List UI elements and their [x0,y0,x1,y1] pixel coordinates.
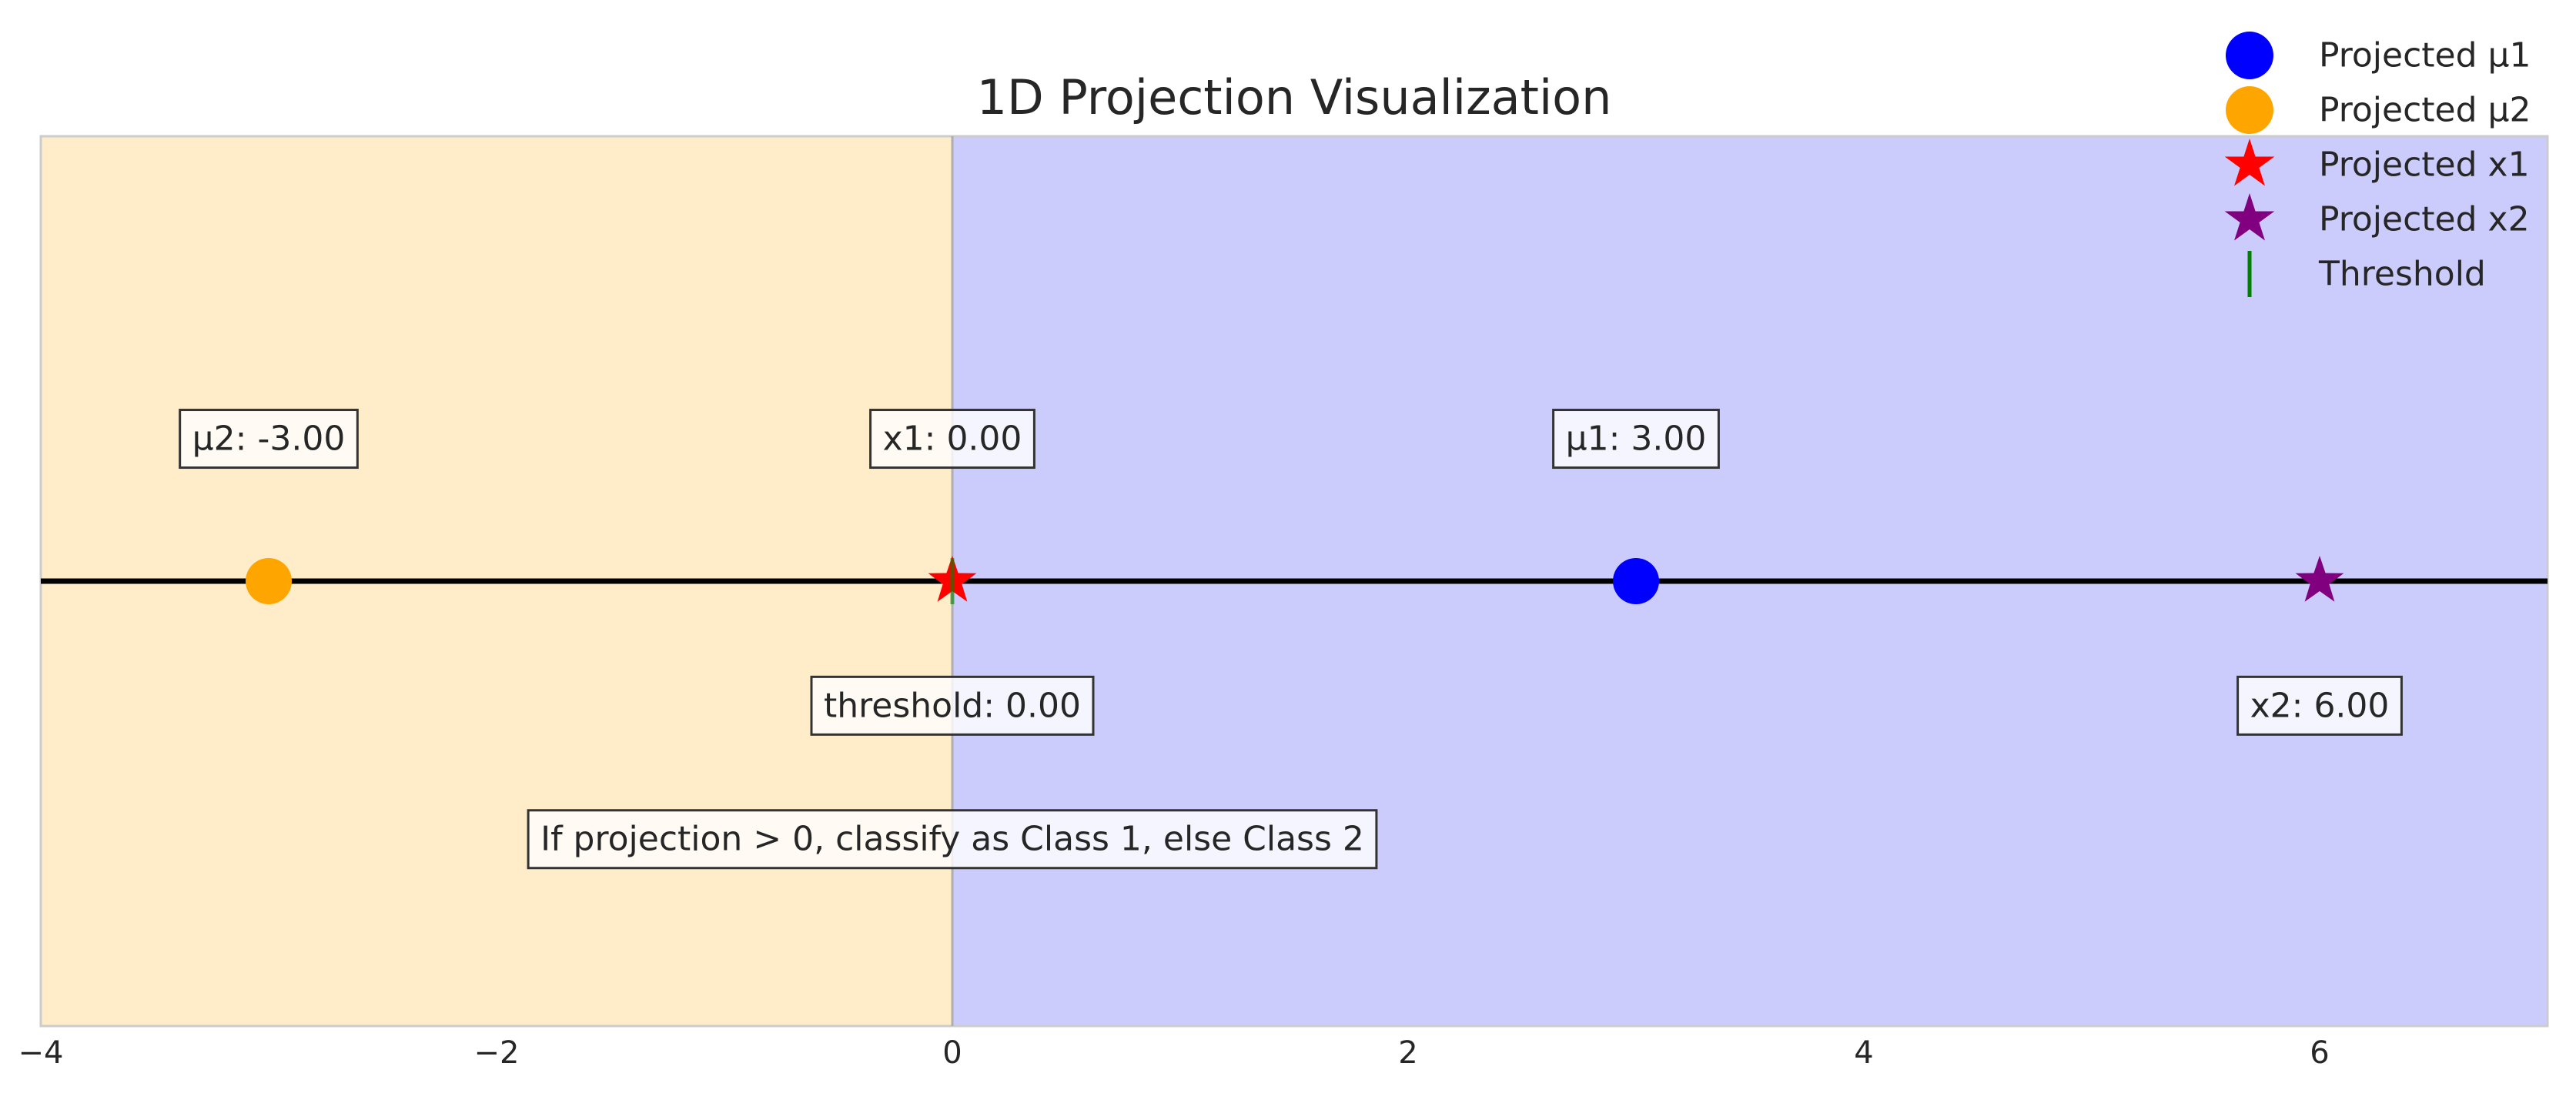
legend-item-projected-x1: Projected x1 [2224,139,2530,186]
legend-item-projected-x2: Projected x2 [2224,193,2530,241]
legend-label: Projected μ2 [2319,91,2531,130]
annotation-5: If projection > 0, classify as Class 1, … [527,809,1378,870]
annotation-box [1552,409,1720,470]
annotation-label: If projection > 0, classify as Class 1, … [540,820,1364,859]
annotation-box [810,675,1095,736]
legend-item-projected-mu1: Projected μ1 [2226,32,2531,79]
chart-title: 1D Projection Visualization [977,69,1612,125]
legend-label: Projected x1 [2319,145,2530,185]
legend-label: Projected μ1 [2319,36,2531,75]
annotation-label: μ1: 3.00 [1566,419,1707,459]
annotation-1: x1: 0.00 [869,409,1035,470]
legend-marker-star [2224,139,2275,186]
annotation-box [869,409,1035,470]
annotation-box [179,409,359,470]
annotation-label: threshold: 0.00 [824,686,1081,725]
legend: Projected μ1 Projected μ2 Projected x1 Proj… [2224,32,2531,297]
x-tick-label: 2 [1398,1035,1417,1071]
legend-marker-star [2224,193,2275,241]
x-tick-label: −4 [18,1035,64,1071]
x-tick-label: −2 [474,1035,520,1071]
annotation-label: x1: 0.00 [883,419,1022,459]
annotation-label: x2: 6.00 [2250,686,2390,725]
x-tick-label: 4 [1854,1035,1873,1071]
legend-marker-circle [2226,32,2273,79]
annotation-label: μ2: -3.00 [192,419,346,459]
x-axis-ticks: −4 −2 0 2 4 6 [18,1035,2330,1071]
projected-mu1-point [1613,558,1659,604]
legend-marker-circle [2226,86,2273,134]
annotation-box [527,809,1378,870]
annotation-0: μ2: -3.00 [179,409,359,470]
annotation-3: threshold: 0.00 [810,675,1095,736]
legend-label: Threshold [2318,255,2486,294]
annotation-box [2236,675,2403,736]
legend-label: Projected x2 [2319,200,2530,239]
annotations-layer: μ2: -3.00 x1: 0.00 μ1: 3.00 threshold: 0.00… [179,409,2403,870]
annotation-2: μ1: 3.00 [1552,409,1720,470]
annotation-4: x2: 6.00 [2236,675,2403,736]
legend-item-projected-mu2: Projected μ2 [2226,86,2531,134]
x-tick-label: 6 [2310,1035,2329,1071]
projected-mu2-point [246,558,292,604]
projected-x2-point [2295,556,2344,602]
points-layer [246,556,2344,604]
legend-item-threshold: Threshold [2247,251,2486,297]
x-tick-label: 0 [942,1035,962,1071]
